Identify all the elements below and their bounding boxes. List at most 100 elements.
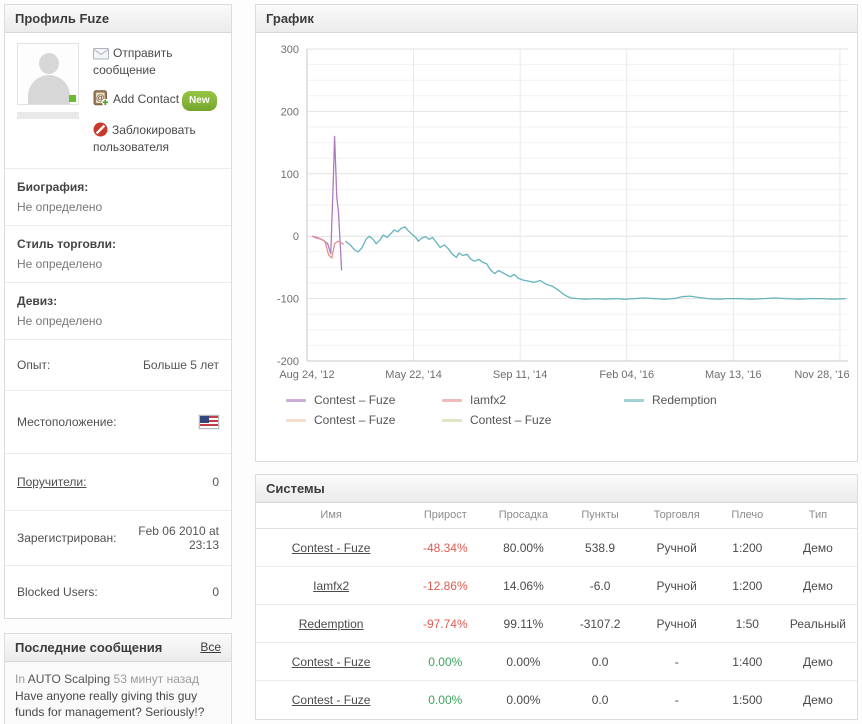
legend-swatch [286,398,306,402]
system-name-link[interactable]: Contest - Fuze [291,540,371,555]
svg-text:@: @ [96,93,105,103]
col-trading: Торговля [637,503,716,529]
chart-panel-header: График [256,5,857,33]
field-value: 0 [212,585,219,599]
legend-item[interactable]: Contest – Fuze [442,413,624,427]
chart-title: График [266,11,314,26]
field-value: Feb 06 2010 at 23:13 [138,524,219,552]
legend-swatch [442,418,462,422]
system-name-link[interactable]: Iamfx2 [313,578,350,593]
trading-value: Ручной [637,604,716,643]
col-leverage: Плечо [715,503,779,529]
field-guarantors: Поручители: 0 [5,454,231,511]
table-row: Contest - Fuze -48.34% 80.00% 538.9 Ручн… [256,528,857,567]
points-value: 538.9 [562,528,638,567]
leverage-value: 1:500 [732,692,763,707]
growth-value: -48.34% [406,528,485,567]
send-message-button[interactable]: Отправить сообщение [93,45,221,79]
equity-chart[interactable]: Aug 24, '12 May 22, '14 Sep 11, '14 Feb 04,… [256,33,857,387]
svg-text:Feb 04, '16: Feb 04, '16 [599,369,654,381]
avatar-silhouette-head [39,53,59,74]
type-value: Демо [778,642,857,681]
profile-panel-header: Профиль Fuze [5,5,231,33]
system-name-link[interactable]: Contest - Fuze [291,654,371,669]
col-name: Имя [256,503,407,529]
messages-title: Последние сообщения [15,640,163,655]
type-value: Демо [778,528,857,567]
svg-text:May 22, '14: May 22, '14 [385,369,442,381]
col-points: Пункты [562,503,638,529]
svg-text:Aug 24, '12: Aug 24, '12 [279,369,334,381]
table-row: Iamfx2 -12.86% 14.06% -6.0 Ручной 1:200 … [256,566,857,605]
systems-table: Имя Прирост Просадка Пункты Торговля Пле… [256,503,857,719]
chart-legend: Contest – Fuze Iamfx2 Redemption Contest… [256,387,857,427]
online-indicator [69,95,76,102]
field-biography: Биография: Не определено [5,169,231,226]
profile-title: Профиль Fuze [15,11,110,26]
all-messages-link[interactable]: Все [200,640,221,654]
legend-label: Iamfx2 [470,393,507,407]
points-value: 0.0 [591,692,609,707]
growth-value: 0.00% [406,642,485,681]
field-label: Стиль торговли: [17,237,117,251]
avatar-block [17,43,79,156]
send-message-label: Отправить сообщение [93,46,173,77]
system-name-link[interactable]: Contest - Fuze [291,692,371,707]
col-drawdown: Просадка [484,503,563,529]
leverage-value: 1:50 [715,604,779,643]
message-text: Have anyone really giving this guy funds… [15,689,205,719]
system-name-link[interactable]: Redemption [298,616,364,631]
block-user-label: Заблокировать пользователя [93,123,196,154]
leverage-value: 1:400 [715,642,779,681]
profile-top: Отправить сообщение @ Add Contact New Забл… [5,33,231,169]
svg-text:-100: -100 [277,294,299,306]
field-label: Девиз: [17,294,58,308]
field-location: Местоположение: [5,391,231,454]
message-item[interactable]: In AUTO Scalping 53 минут назад Have any… [5,662,231,724]
growth-value: -97.74% [406,604,485,643]
field-value: Не определено [17,314,103,328]
envelope-icon [93,48,109,60]
right-column: График Aug 24, '12 May 22, '14 Sep 11, '14… [255,4,858,724]
svg-text:-200: -200 [277,356,299,368]
col-type: Тип [778,503,857,529]
table-row: Redemption -97.74% 99.11% -3107.2 Ручной… [256,604,857,643]
field-motto: Девиз: Не определено [5,283,231,340]
profile-actions: Отправить сообщение @ Add Contact New Забл… [93,43,221,156]
field-label: Местоположение: [17,415,117,429]
field-registered: Зарегистрирован: Feb 06 2010 at 23:13 [5,511,231,566]
legend-item[interactable]: Redemption [624,393,857,407]
drawdown-value: 99.11% [484,604,563,643]
field-value: 0 [212,475,219,489]
type-value: Демо [778,566,857,605]
profile-panel: Профиль Fuze Отправить сообщение [4,4,232,619]
legend-item[interactable]: Contest – Fuze [286,413,442,427]
systems-panel-header: Системы [256,475,857,503]
legend-item[interactable]: Contest – Fuze [286,393,442,407]
add-contact-button[interactable]: @ Add Contact New [93,90,221,111]
drawdown-value: 14.06% [484,566,563,605]
messages-panel-header: Последние сообщения Все [5,634,231,662]
leverage-value: 1:200 [715,528,779,567]
field-value: Больше 5 лет [143,358,219,372]
trading-value: Ручной [637,566,716,605]
legend-item[interactable]: Iamfx2 [442,393,624,407]
type-value: Реальный [778,604,857,643]
guarantors-link[interactable]: Поручители: [17,475,87,489]
svg-text:200: 200 [281,106,299,118]
table-row: Contest - Fuze 0.00% 0.00% 0.0 - 1:400 Д… [256,642,857,681]
chart-panel: График Aug 24, '12 May 22, '14 Sep 11, '14… [255,4,858,462]
message-prefix: In [15,672,26,686]
trading-value: - [637,642,716,681]
trading-value: Ручной [637,528,716,567]
reputation-bar [17,112,79,119]
avatar-silhouette-body [28,75,70,104]
block-user-button[interactable]: Заблокировать пользователя [93,122,221,156]
message-thread-link[interactable]: AUTO Scalping [27,672,111,686]
block-icon [93,122,108,137]
growth-value: -12.86% [406,566,485,605]
trading-value: - [674,692,679,707]
leverage-value: 1:200 [715,566,779,605]
message-meta-line: In AUTO Scalping 53 минут назад [15,671,221,687]
